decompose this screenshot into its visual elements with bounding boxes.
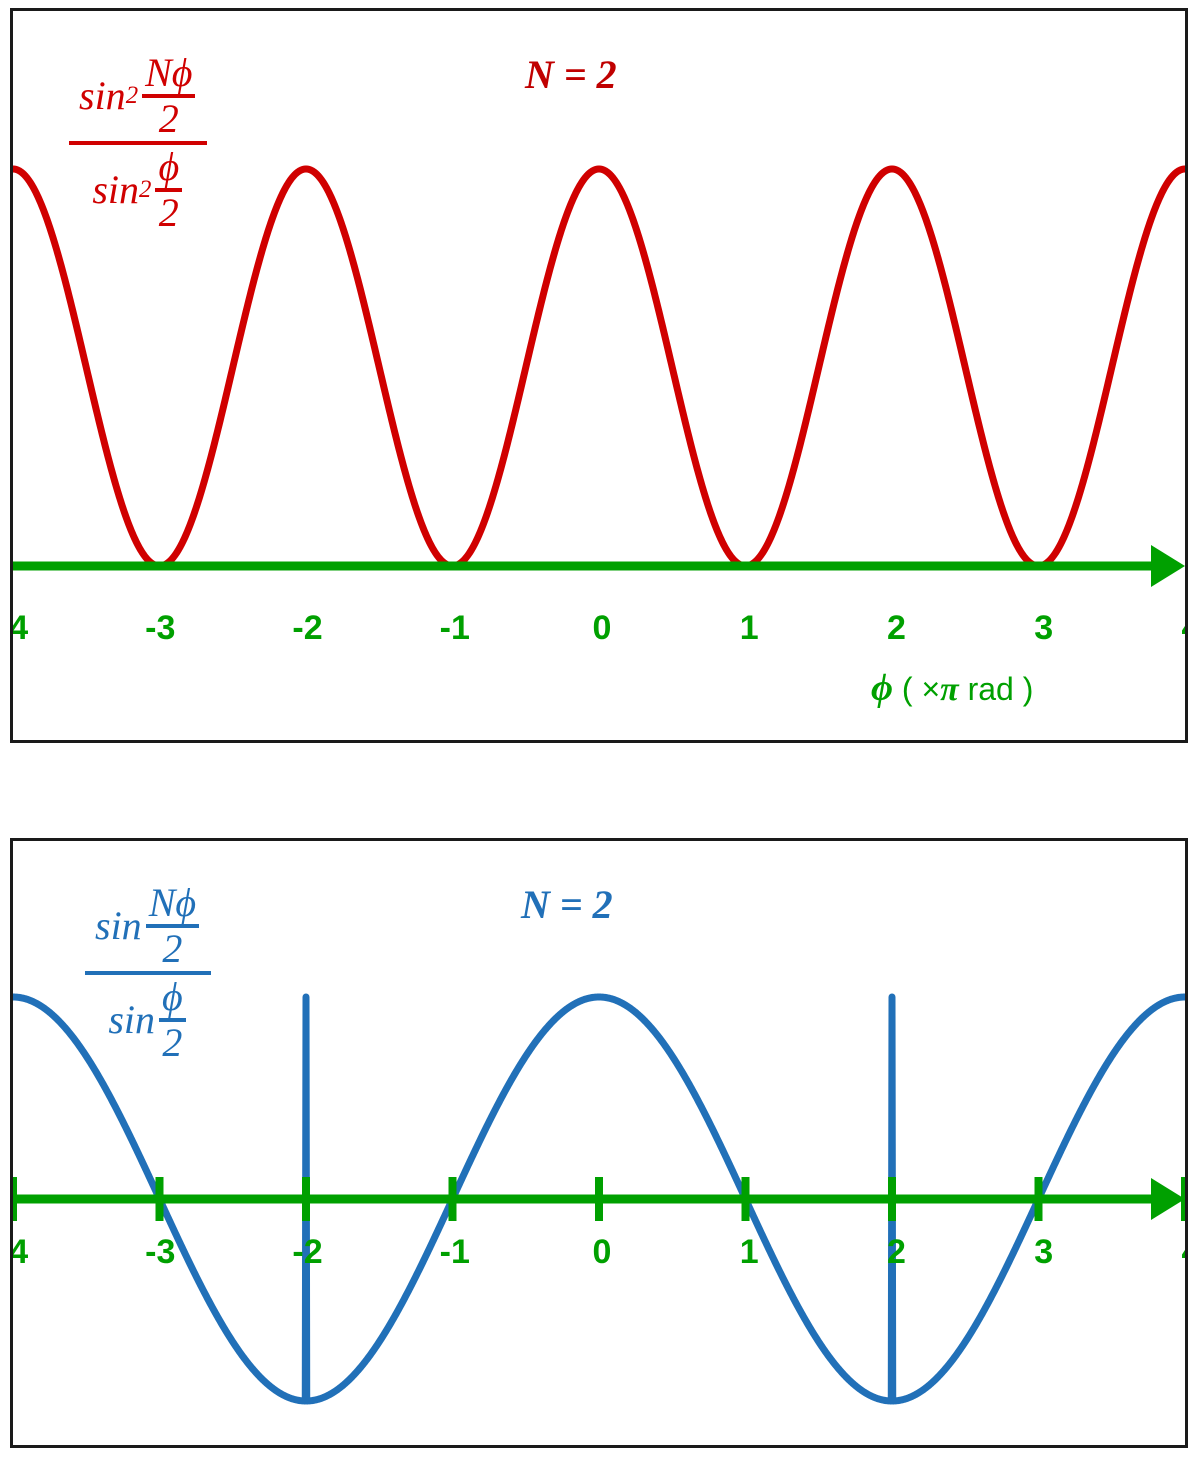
arg-denominator: 2 — [158, 190, 179, 235]
formula-fraction: sin 2 Nϕ 2 sin 2 ϕ 2 — [69, 53, 208, 233]
tick-label: 3 — [1034, 1233, 1054, 1271]
arg-numerator: Nϕ — [145, 50, 193, 95]
numerator-arg-fraction: Nϕ 2 — [142, 50, 196, 141]
tick-label: 1 — [739, 1233, 759, 1271]
denominator-arg-fraction: ϕ 2 — [159, 977, 186, 1063]
exponent: 2 — [125, 81, 139, 109]
formula-fraction: sin Nϕ 2 sin ϕ 2 — [85, 883, 212, 1063]
paren-open: ( — [901, 671, 913, 707]
tick-label: -1 — [439, 1233, 470, 1271]
formula-denominator: sin ϕ 2 — [98, 975, 197, 1063]
formula-top: sin 2 Nϕ 2 sin 2 ϕ 2 — [69, 53, 208, 233]
arg-denominator: 2 — [158, 96, 179, 141]
axis-arrow-icon — [1151, 1178, 1185, 1220]
tick-label: -3 — [145, 1233, 176, 1271]
chart-title-bottom: N = 2 — [521, 882, 613, 927]
exponent: 2 — [139, 175, 152, 203]
tick-label: 2 — [887, 609, 906, 647]
tick-label: 1 — [739, 609, 759, 647]
tick-label: -2 — [292, 609, 323, 647]
arg-numerator: Nϕ — [148, 880, 197, 925]
curve-linear — [13, 993, 1185, 1405]
formula-bottom: sin Nϕ 2 sin ϕ 2 — [85, 883, 212, 1063]
formula-numerator: sin Nϕ 2 — [85, 883, 211, 971]
fraction-bar — [159, 1018, 186, 1022]
chart-title-top: N = 2 — [525, 52, 617, 97]
phi-symbol: ϕ — [871, 667, 893, 709]
numerator-arg-fraction: Nϕ 2 — [145, 880, 200, 971]
tick-label: 0 — [592, 609, 612, 647]
tick-label: -4 — [10, 1233, 29, 1271]
tick-label: 3 — [1034, 609, 1054, 647]
axis-arrow-icon — [1151, 545, 1185, 587]
sin-text: sin — [79, 73, 126, 118]
x-axis-bottom — [13, 1177, 1185, 1221]
arg-denominator: 2 — [162, 1020, 183, 1065]
paren-close: ) — [1022, 671, 1034, 707]
plot-area-top — [13, 165, 1185, 587]
denominator-arg-fraction: ϕ 2 — [155, 144, 183, 235]
times-icon: × — [921, 671, 941, 707]
sin-text: sin — [95, 903, 142, 948]
plot-area-bottom — [13, 993, 1185, 1405]
unit-text: rad — [967, 671, 1014, 707]
tick-label: -4 — [10, 609, 29, 647]
main-fraction-bar — [85, 971, 212, 975]
tick-label: -3 — [145, 609, 176, 647]
arg-numerator: ϕ — [162, 974, 183, 1019]
x-axis-top — [13, 545, 1185, 587]
sin-text: sin — [92, 167, 140, 212]
axis-caption-top: ϕ ( ×π rad ) — [871, 666, 1033, 710]
arg-denominator: 2 — [162, 926, 183, 971]
formula-denominator: sin 2 ϕ 2 — [82, 145, 194, 233]
tick-label: -1 — [439, 609, 470, 647]
arg-numerator: ϕ — [158, 144, 180, 189]
main-fraction-bar — [69, 141, 208, 145]
tick-label: 4 — [1182, 609, 1185, 648]
chart-panel-bottom: sin Nϕ 2 sin ϕ 2 N = 2 -4 -3 -2 -1 0 1 2 3 4 ϕ — [10, 838, 1188, 1448]
fraction-bar — [145, 924, 200, 928]
tick-label: 0 — [592, 1233, 612, 1271]
tick-label: -2 — [292, 1233, 323, 1271]
fraction-bar — [142, 94, 196, 98]
curve-squared — [13, 165, 1185, 570]
sin-text: sin — [108, 997, 156, 1042]
pi-symbol: π — [940, 671, 959, 708]
tick-label: 4 — [1182, 1233, 1185, 1272]
fraction-bar — [155, 188, 183, 192]
tick-label: 2 — [887, 1233, 906, 1271]
formula-numerator: sin 2 Nϕ 2 — [69, 53, 207, 141]
